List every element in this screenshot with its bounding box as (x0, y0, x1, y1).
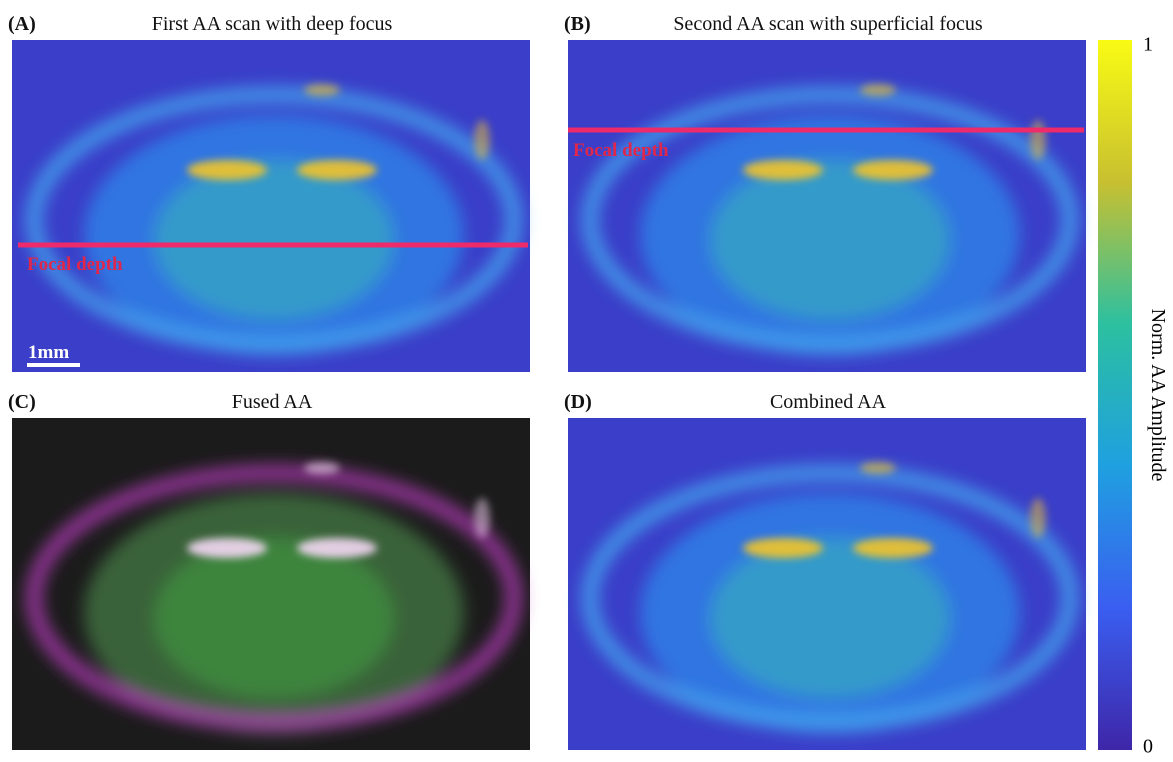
panel-label: (A) (8, 13, 36, 35)
scale-bar-label: 1mm (28, 342, 69, 363)
colorbar (1098, 40, 1132, 750)
focal-annotation: Focal depth (573, 140, 669, 161)
structure (710, 160, 950, 320)
hotspot (297, 538, 377, 558)
panel-title: Fused AA (232, 391, 313, 413)
panel-title: First AA scan with deep focus (152, 13, 393, 35)
colorbar-tick-label: 0 (1143, 736, 1153, 758)
structure (154, 538, 394, 698)
panel: Focal depth (568, 40, 1086, 372)
hotspot (853, 538, 933, 558)
panel-title: Combined AA (770, 391, 887, 413)
hotspot (1030, 120, 1046, 160)
image-content (590, 473, 1070, 733)
hotspot (304, 462, 340, 474)
panel-label: (D) (564, 391, 592, 413)
panel-title: Second AA scan with superficial focus (673, 13, 983, 35)
hotspot (304, 84, 340, 96)
image-content (590, 95, 1070, 355)
hotspot (860, 84, 896, 96)
hotspot (474, 120, 490, 160)
hotspot (743, 538, 823, 558)
hotspot (860, 462, 896, 474)
panel-label: (B) (564, 13, 591, 35)
hotspot (187, 160, 267, 180)
panel-label: (C) (8, 391, 36, 413)
hotspot (1030, 498, 1046, 538)
image-content (34, 473, 514, 733)
panel (568, 418, 1086, 750)
hotspot (187, 538, 267, 558)
colorbar-tick-label: 1 (1143, 34, 1153, 56)
hotspot (297, 160, 377, 180)
panels: Focal depth 1mm Focal depth (12, 40, 1086, 750)
panel (12, 418, 530, 750)
hotspot (474, 498, 490, 538)
hotspot (853, 160, 933, 180)
colorbar-label: Norm. AA Amplitude (1147, 309, 1169, 482)
hotspot (743, 160, 823, 180)
image-content (34, 95, 514, 355)
structure (710, 538, 950, 698)
focal-annotation: Focal depth (27, 254, 123, 275)
panel: Focal depth 1mm (12, 40, 530, 372)
figure: Focal depth 1mm Focal depth 1 0 Norm. AA A… (0, 0, 1173, 762)
structure (154, 160, 394, 320)
